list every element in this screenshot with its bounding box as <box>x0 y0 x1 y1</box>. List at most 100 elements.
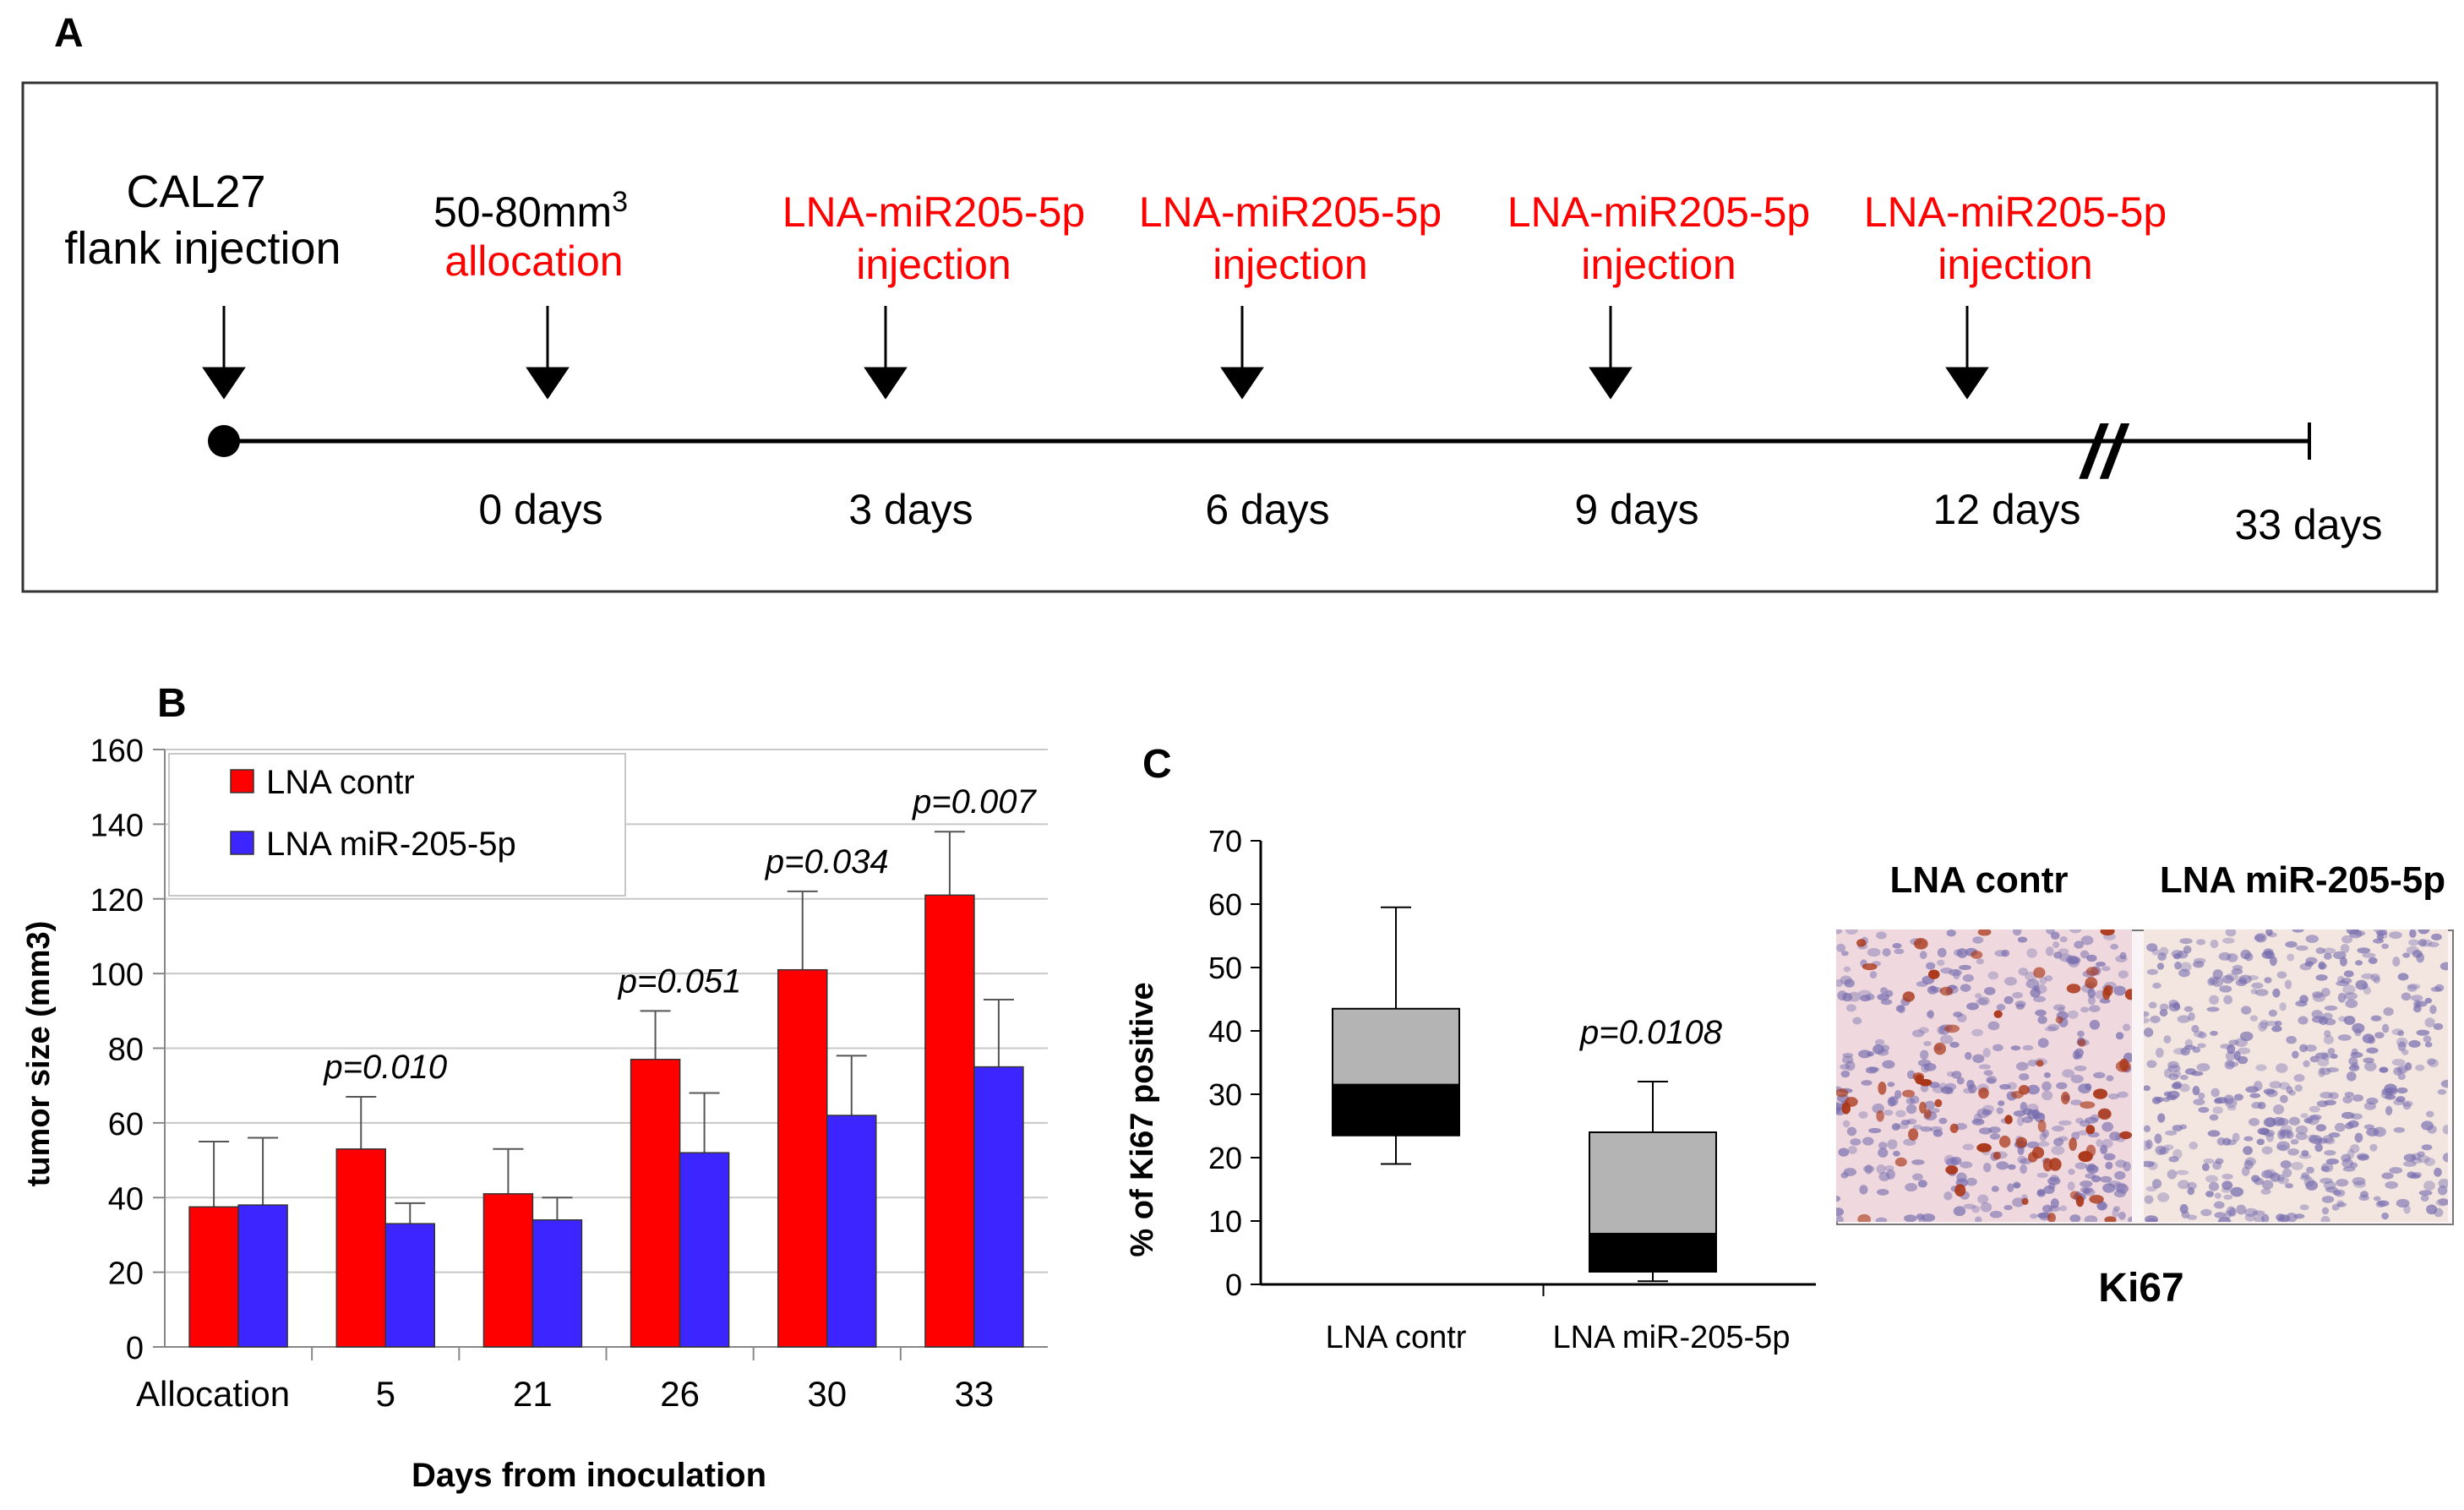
micrograph-nucleus <box>2403 1160 2417 1167</box>
b-x-tick-label: 26 <box>660 1374 700 1414</box>
micrograph-nucleus <box>1927 985 1938 995</box>
micrograph-nucleus <box>2442 1125 2448 1135</box>
micrograph-nucleus <box>2232 1132 2240 1142</box>
b-bar <box>973 1066 1024 1348</box>
micrograph-nucleus <box>1842 992 1853 1002</box>
micrograph-nucleus <box>1862 1164 1875 1173</box>
micrograph-nucleus <box>2341 1111 2355 1120</box>
micrograph-positive-nucleus <box>1944 1024 1960 1033</box>
micrograph-positive-nucleus <box>2011 1090 2024 1099</box>
micrograph-nucleus <box>1836 979 1844 987</box>
micrograph-nucleus <box>2277 1174 2285 1182</box>
micrograph-nucleus <box>1852 1017 1862 1025</box>
micrograph-positive-nucleus <box>2085 967 2099 976</box>
micrograph-nucleus <box>2193 961 2205 968</box>
b-y-tick-label: 160 <box>90 733 144 769</box>
allocation-label-line2: allocation <box>444 237 623 285</box>
b-bar <box>237 1204 288 1348</box>
micrograph-nucleus <box>1891 1123 1900 1131</box>
micrograph-positive-nucleus <box>2100 929 2115 936</box>
micrograph-nucleus <box>2261 1180 2274 1190</box>
micrograph-nucleus <box>2264 977 2272 984</box>
micrograph-nucleus <box>2224 1060 2235 1070</box>
micrograph-nucleus <box>2221 1187 2232 1193</box>
micrograph-nucleus <box>2397 1030 2405 1037</box>
micrograph-nucleus <box>2352 1094 2364 1102</box>
micrograph-nucleus <box>2179 1083 2190 1093</box>
micrograph-nucleus <box>2437 1089 2447 1095</box>
micrograph-positive-nucleus <box>1857 1213 1871 1222</box>
micrograph-nucleus <box>2439 962 2448 971</box>
micrograph-nucleus <box>2383 1007 2394 1017</box>
b-bar <box>826 1115 877 1348</box>
micrograph-nucleus <box>2151 1096 2161 1104</box>
micrograph-nucleus <box>1895 1123 1909 1130</box>
micrograph-nucleus <box>2401 1100 2413 1107</box>
micrograph-nucleus <box>2118 970 2129 979</box>
micrograph-nucleus <box>1858 1111 1868 1119</box>
day-label-6: 6 days <box>1205 486 1329 533</box>
micrograph-nucleus <box>2213 1098 2223 1104</box>
micrograph-nucleus <box>2368 957 2378 964</box>
micrograph-nucleus <box>2429 1005 2437 1015</box>
micrograph-nucleus <box>2324 1099 2336 1106</box>
c-y-tick-label: 50 <box>1208 951 1242 985</box>
micrograph-nucleus <box>2196 939 2206 946</box>
micrograph-nucleus <box>1889 1096 1899 1106</box>
micrograph-nucleus <box>1847 1145 1857 1155</box>
b-y-tick-label: 0 <box>126 1331 144 1366</box>
micrograph-nucleus <box>2223 1094 2234 1105</box>
micrograph-nucleus <box>2381 1172 2394 1180</box>
micrograph-nucleus <box>1953 1011 1963 1017</box>
micrograph-nucleus <box>2210 1030 2218 1036</box>
micrograph-nucleus <box>2324 1018 2336 1026</box>
micrograph-positive-nucleus <box>2055 1016 2063 1024</box>
micrograph-positive-nucleus <box>1945 1165 1959 1175</box>
micrograph-nucleus <box>2188 1011 2195 1022</box>
micrograph-nucleus <box>2117 1091 2129 1098</box>
micrograph-nucleus <box>2396 1087 2408 1094</box>
micrograph-positive-nucleus <box>2119 1058 2129 1071</box>
micrograph-nucleus <box>2042 1081 2052 1092</box>
micrograph-nucleus <box>1999 1083 2011 1090</box>
micrograph-positive-nucleus <box>1845 1097 1858 1107</box>
micrograph-nucleus <box>2099 998 2111 1004</box>
micrograph-nucleus <box>1876 1188 1889 1196</box>
micrograph-positive-nucleus <box>2097 1108 2112 1120</box>
micrograph-nucleus <box>2001 949 2010 957</box>
micrograph-nucleus <box>2235 979 2248 987</box>
micrograph-nucleus <box>2027 1084 2040 1095</box>
micrograph-nucleus <box>2255 1064 2267 1071</box>
micrograph-nucleus <box>1972 936 1984 944</box>
micrograph-positive-nucleus <box>2075 1195 2085 1207</box>
micrograph-nucleus <box>1912 1124 1923 1130</box>
micrograph-nucleus <box>2294 1084 2303 1092</box>
micrograph-nucleus <box>2423 1157 2435 1167</box>
start-event-line2: flank injection <box>64 223 341 274</box>
micrograph-nucleus <box>1949 1041 1960 1048</box>
micrograph-positive-nucleus <box>2089 1194 2104 1204</box>
micrograph-nucleus <box>2148 1001 2157 1009</box>
micrograph-nucleus <box>2144 1195 2154 1204</box>
micrograph-nucleus <box>2172 1148 2183 1159</box>
panel-a-label: A <box>54 11 84 56</box>
micrograph-nucleus <box>2373 938 2385 944</box>
micrograph-nucleus <box>2201 1163 2210 1171</box>
micrograph-nucleus <box>2276 1141 2291 1152</box>
micrograph-nucleus <box>1882 1060 1895 1069</box>
micrograph-nucleus <box>2301 1172 2309 1179</box>
micrograph-nucleus <box>2157 1192 2170 1202</box>
micrograph-nucleus <box>2118 1211 2126 1220</box>
micrograph-nucleus <box>2285 940 2298 948</box>
micrograph-nucleus <box>2172 1125 2183 1131</box>
micrograph-positive-nucleus <box>2021 1197 2029 1206</box>
micrograph-nucleus <box>1987 971 1999 980</box>
b-p-values: p=0.010 p=0.051 p=0.034 p=0.007 <box>323 783 1037 1086</box>
micrograph-nucleus <box>2237 1055 2249 1065</box>
micrograph-nucleus <box>2326 1067 2339 1073</box>
event-arrows <box>202 306 1989 400</box>
micrograph-nucleus <box>1971 1028 1983 1037</box>
micrograph-nucleus <box>2101 966 2111 972</box>
micrograph-nucleus <box>2147 1161 2158 1170</box>
micrograph-nucleus <box>2145 1215 2158 1222</box>
